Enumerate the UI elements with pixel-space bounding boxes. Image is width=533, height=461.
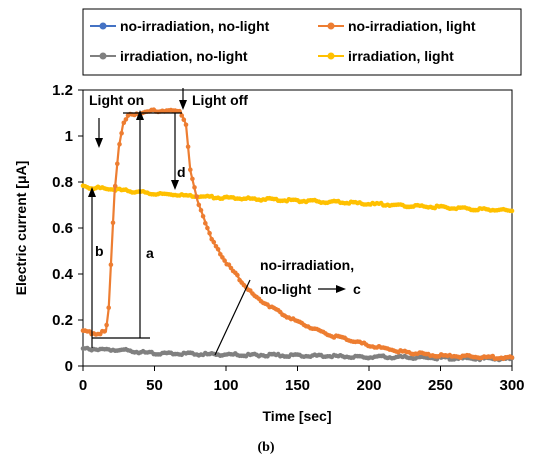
series-layer (80, 107, 515, 363)
data-point (183, 122, 189, 128)
data-point (123, 117, 129, 122)
legend-swatch-marker (327, 22, 335, 30)
data-point (211, 239, 217, 245)
legend-swatch-marker (327, 52, 335, 60)
legend-swatch-marker (99, 22, 107, 30)
data-point (203, 220, 208, 226)
data-point (190, 176, 195, 182)
data-point (509, 355, 515, 360)
legend-label: no-irradiation, light (348, 18, 476, 34)
arrow-b-head (88, 187, 96, 197)
data-point (117, 141, 122, 147)
arrow-d-head (171, 180, 179, 190)
data-point (119, 130, 124, 136)
figure-caption: (b) (257, 440, 274, 455)
x-tick-label: 300 (499, 377, 524, 394)
data-point (106, 305, 111, 311)
x-tick-label: 0 (79, 377, 87, 394)
label-a: a (146, 245, 154, 261)
data-point (215, 247, 221, 252)
x-tick-label: 200 (356, 377, 381, 394)
no-irradiation-pointer (214, 279, 251, 356)
no-irradiation-label-line1: no-irradiation, (260, 257, 354, 273)
y-axis-title: Electric current [μA] (13, 161, 29, 296)
light-off-label: Light off (192, 92, 248, 108)
y-tick-label: 1 (65, 128, 73, 145)
data-point (509, 208, 515, 214)
series-3 (80, 183, 515, 214)
y-tick-label: 0.6 (52, 220, 73, 237)
legend-item: no-irradiation, no-light (90, 18, 270, 34)
label-c: c (353, 281, 361, 297)
y-tick-label: 0.4 (52, 266, 74, 283)
series-1 (80, 107, 515, 362)
plot-area (82, 89, 513, 367)
label-d: d (177, 164, 186, 180)
legend-label: irradiation, light (348, 48, 454, 64)
y-axis: 0 0.2 0.4 0.6 0.8 1 1.2 (52, 82, 83, 375)
legend-label: irradiation, no-light (120, 48, 248, 64)
light-off-arrow-head (179, 100, 187, 110)
data-point (207, 230, 212, 236)
arrow-c-head (336, 285, 346, 293)
legend-item: irradiation, light (318, 48, 454, 64)
x-tick-label: 150 (285, 377, 310, 394)
data-point (222, 258, 227, 263)
legend-label: no-irradiation, no-light (120, 18, 270, 34)
arrow-a-head (136, 110, 144, 120)
y-tick-label: 1.2 (52, 82, 73, 99)
data-point (205, 225, 210, 231)
data-point (115, 161, 120, 166)
data-point (192, 185, 197, 190)
data-point (108, 262, 114, 268)
light-on-label: Light on (89, 92, 144, 108)
data-point (188, 167, 193, 172)
data-point (198, 208, 204, 213)
label-b: b (95, 243, 104, 259)
data-point (226, 262, 232, 268)
data-point (112, 183, 118, 189)
data-point (235, 272, 240, 278)
data-point (200, 214, 206, 219)
data-point (179, 113, 184, 118)
data-point (104, 322, 109, 328)
data-point (121, 120, 127, 126)
legend-box (82, 8, 522, 76)
data-point (185, 144, 191, 149)
data-point (102, 329, 107, 334)
legend-swatch-marker (99, 52, 107, 60)
legend-item: no-irradiation, light (318, 18, 476, 34)
x-tick-label: 250 (428, 377, 453, 394)
data-point (177, 108, 182, 114)
light-on-arrow-head (95, 138, 103, 148)
data-point (220, 255, 225, 260)
x-axis-title: Time [sec] (263, 408, 332, 424)
data-point (194, 194, 199, 199)
data-point (110, 220, 116, 225)
no-irradiation-label-line2: no-light (260, 281, 312, 297)
data-point (181, 117, 187, 122)
data-point (196, 202, 202, 208)
legend: no-irradiation, no-light no-irradiation, … (82, 8, 522, 76)
y-tick-label: 0 (65, 358, 73, 375)
y-tick-label: 0.8 (52, 174, 73, 191)
x-axis: 0 50 100 150 200 250 300 (79, 366, 525, 394)
x-tick-label: 50 (146, 377, 163, 394)
legend-item: irradiation, no-light (90, 48, 248, 64)
annotations (88, 88, 346, 356)
y-tick-label: 0.2 (52, 312, 73, 329)
x-tick-label: 100 (213, 377, 238, 394)
